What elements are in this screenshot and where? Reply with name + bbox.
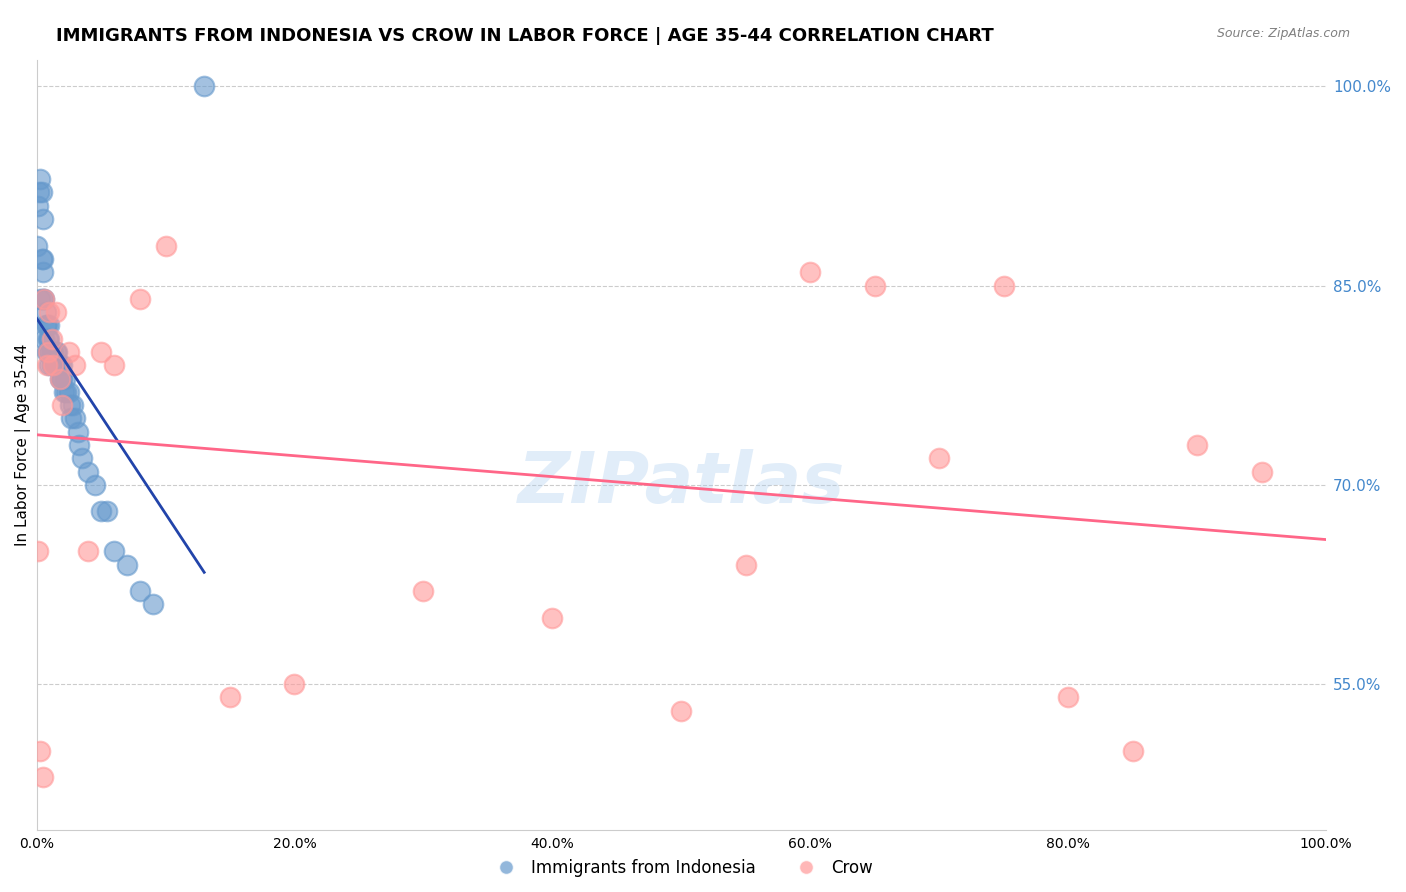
Point bbox=[734, 558, 756, 572]
Point bbox=[128, 584, 150, 599]
Point bbox=[1250, 465, 1272, 479]
Point bbox=[44, 358, 66, 372]
Point bbox=[90, 504, 112, 518]
Point bbox=[928, 451, 950, 466]
Point bbox=[1185, 438, 1208, 452]
Point bbox=[38, 332, 60, 346]
Point bbox=[42, 358, 65, 372]
Point bbox=[31, 186, 53, 200]
Point bbox=[42, 345, 65, 359]
Point bbox=[38, 345, 60, 359]
Point bbox=[27, 199, 49, 213]
Point bbox=[31, 252, 53, 266]
Point bbox=[193, 79, 215, 94]
Point bbox=[65, 358, 87, 372]
Point bbox=[66, 425, 89, 439]
Point bbox=[34, 305, 56, 319]
Point bbox=[41, 345, 63, 359]
Point bbox=[38, 318, 60, 333]
Text: ZIPatlas: ZIPatlas bbox=[517, 449, 845, 518]
Point bbox=[90, 345, 112, 359]
Point bbox=[155, 238, 177, 252]
Point bbox=[52, 384, 75, 399]
Point bbox=[59, 398, 82, 412]
Point bbox=[128, 292, 150, 306]
Point bbox=[45, 305, 67, 319]
Point bbox=[32, 212, 55, 227]
Point bbox=[77, 465, 100, 479]
Point bbox=[671, 704, 693, 718]
Y-axis label: In Labor Force | Age 35-44: In Labor Force | Age 35-44 bbox=[15, 343, 31, 546]
Point bbox=[96, 504, 118, 518]
Point bbox=[51, 371, 73, 385]
Point bbox=[35, 345, 58, 359]
Point bbox=[49, 358, 72, 372]
Point bbox=[51, 358, 73, 372]
Point bbox=[142, 598, 165, 612]
Point bbox=[38, 358, 60, 372]
Point bbox=[32, 770, 55, 784]
Point bbox=[62, 398, 84, 412]
Point bbox=[412, 584, 434, 599]
Point bbox=[48, 358, 70, 372]
Point bbox=[35, 358, 58, 372]
Point bbox=[103, 544, 125, 558]
Point bbox=[45, 358, 67, 372]
Point bbox=[46, 345, 69, 359]
Point bbox=[115, 558, 138, 572]
Point bbox=[37, 345, 59, 359]
Point bbox=[41, 358, 63, 372]
Point bbox=[67, 438, 90, 452]
Point bbox=[25, 238, 48, 252]
Point bbox=[27, 544, 49, 558]
Point bbox=[34, 292, 56, 306]
Point bbox=[219, 690, 242, 705]
Point bbox=[993, 278, 1015, 293]
Point bbox=[34, 292, 56, 306]
Point bbox=[863, 278, 886, 293]
Point bbox=[37, 345, 59, 359]
Point bbox=[49, 371, 72, 385]
Point bbox=[55, 384, 77, 399]
Point bbox=[35, 318, 58, 333]
Point bbox=[41, 332, 63, 346]
Point bbox=[103, 358, 125, 372]
Point bbox=[34, 332, 56, 346]
Point bbox=[32, 252, 55, 266]
Point bbox=[1057, 690, 1080, 705]
Point bbox=[65, 411, 87, 425]
Point bbox=[51, 398, 73, 412]
Point bbox=[58, 345, 80, 359]
Text: Source: ZipAtlas.com: Source: ZipAtlas.com bbox=[1216, 27, 1350, 40]
Point bbox=[49, 371, 72, 385]
Point bbox=[283, 677, 305, 691]
Point bbox=[30, 172, 52, 186]
Point bbox=[45, 345, 67, 359]
Point bbox=[83, 478, 105, 492]
Point bbox=[1122, 744, 1144, 758]
Text: IMMIGRANTS FROM INDONESIA VS CROW IN LABOR FORCE | AGE 35-44 CORRELATION CHART: IMMIGRANTS FROM INDONESIA VS CROW IN LAB… bbox=[56, 27, 994, 45]
Point bbox=[28, 186, 51, 200]
Point bbox=[70, 451, 93, 466]
Point bbox=[34, 318, 56, 333]
Point bbox=[58, 384, 80, 399]
Legend: Immigrants from Indonesia, Crow: Immigrants from Indonesia, Crow bbox=[484, 853, 880, 884]
Point bbox=[37, 332, 59, 346]
Point bbox=[77, 544, 100, 558]
Point bbox=[30, 744, 52, 758]
Point bbox=[32, 292, 55, 306]
Point bbox=[60, 411, 83, 425]
Point bbox=[32, 265, 55, 279]
Point bbox=[38, 305, 60, 319]
Point bbox=[49, 371, 72, 385]
Point bbox=[53, 371, 76, 385]
Point bbox=[541, 611, 564, 625]
Point bbox=[799, 265, 821, 279]
Point bbox=[30, 292, 52, 306]
